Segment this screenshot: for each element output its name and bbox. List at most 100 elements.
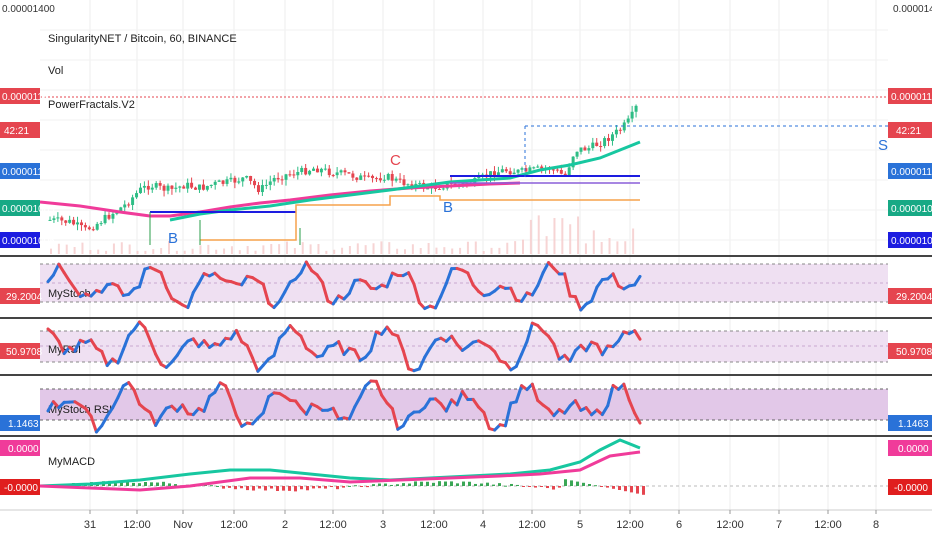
- left-macd-bottom-tag: [0, 479, 40, 495]
- left-stoch-value: 29.2004: [6, 292, 43, 303]
- right-rsi-value: 50.9708: [896, 347, 932, 358]
- left-current-price-tag: [0, 88, 40, 104]
- oscillator-segment: [100, 414, 109, 428]
- oscillator-segment: [503, 401, 513, 428]
- oscillator-segment: [563, 272, 572, 298]
- right-stochrsi-tag: [888, 415, 932, 431]
- candle-body: [154, 183, 158, 188]
- macd-histogram-bar: [600, 486, 603, 487]
- stochrsi-legend[interactable]: MyStoch RSI: [48, 404, 112, 416]
- rsi-legend[interactable]: MyRSI: [48, 344, 81, 356]
- candle-body: [512, 172, 516, 175]
- candle-body: [437, 188, 441, 190]
- candle-body: [563, 173, 567, 176]
- stoch-pane[interactable]: MyStoch: [40, 260, 888, 312]
- candle-body: [170, 185, 174, 189]
- macd-histogram-bar: [276, 486, 279, 492]
- macd-histogram-bar: [234, 486, 237, 490]
- macd-line: [39, 438, 641, 488]
- oscillator-segment: [245, 344, 255, 360]
- candle-body: [135, 193, 139, 198]
- oscillator-segment: [148, 339, 158, 356]
- left-teal-level-tag: [0, 200, 40, 216]
- stochrsi-pane[interactable]: MyStoch RSI: [40, 379, 888, 434]
- oscillator-segment: [320, 344, 330, 358]
- macd-histogram-bar: [618, 486, 621, 490]
- macd-histogram-bar: [156, 482, 159, 486]
- macd-histogram-bar: [408, 483, 411, 486]
- macd-histogram-bar: [474, 483, 477, 486]
- macd-histogram-bar: [606, 486, 609, 488]
- oscillator-segment: [191, 282, 201, 294]
- macd-histogram-bar: [558, 486, 561, 488]
- candle-body: [575, 151, 579, 157]
- candle-body: [504, 169, 508, 172]
- candle-body: [327, 168, 331, 176]
- macd-histogram-bar: [498, 483, 501, 486]
- oscillator-segment: [353, 395, 362, 409]
- oscillator-segment: [380, 393, 389, 405]
- symbol-title[interactable]: SingularityNET / Bitcoin, 60, BINANCE: [48, 33, 237, 45]
- right-current-price: 0.00001187: [891, 92, 932, 103]
- oscillator-segment: [304, 402, 314, 416]
- left-macd-bottom-value: -0.0000: [4, 483, 38, 494]
- macd-histogram-bar: [216, 485, 219, 487]
- macd-histogram-bar: [402, 483, 405, 486]
- left-navy-level: 0.00001006: [2, 236, 55, 247]
- candle-body: [284, 174, 288, 180]
- rsi-pane[interactable]: MyRSI: [40, 320, 888, 373]
- candle-body: [158, 183, 162, 186]
- oscillator-segment: [536, 271, 545, 288]
- oscillator-segment: [159, 271, 168, 290]
- macd-histogram-bar: [552, 486, 555, 490]
- left-countdown-tag: [0, 122, 40, 138]
- candle-body: [343, 170, 347, 173]
- time-tick-label: 8: [873, 519, 879, 531]
- time-tick-label: 2: [282, 519, 288, 531]
- macd-histogram-bar: [204, 484, 207, 486]
- right-countdown-tag: [888, 122, 932, 138]
- macd-histogram-bar: [450, 481, 453, 486]
- left-blue-level-tag: [0, 163, 40, 179]
- macd-histogram-bar: [294, 486, 297, 492]
- left-macd-top-tag: [0, 440, 40, 456]
- macd-legend[interactable]: MyMACD: [48, 456, 95, 468]
- macd-histogram-bar: [594, 485, 597, 487]
- macd-histogram-bar: [312, 486, 315, 489]
- time-axis[interactable]: 31 12:00 Nov 12:00 2 12:00 3 12:00 4 12:00 5 12:00 6…: [84, 510, 879, 531]
- candle-body: [520, 168, 524, 170]
- candle-body: [296, 171, 300, 176]
- time-tick-label: 12:00: [616, 519, 644, 531]
- macd-histogram-bar: [348, 485, 351, 487]
- oscillator-segment: [261, 282, 271, 305]
- candle-body: [264, 184, 268, 186]
- oscillator-segment: [552, 342, 561, 361]
- oscillator-segment: [116, 384, 125, 400]
- candle-body: [83, 225, 87, 228]
- macd-pane[interactable]: MyMACD: [39, 438, 888, 495]
- macd-histogram-bar: [486, 482, 489, 486]
- oscillator-segment: [547, 334, 556, 346]
- macd-histogram-bar: [240, 486, 243, 489]
- left-price-axis[interactable]: 0.00001400 0.00001187 42:21 0.00001116 0…: [0, 4, 55, 495]
- vol-legend[interactable]: Vol: [48, 65, 63, 77]
- macd-histogram-bar: [588, 484, 591, 486]
- pane-separators[interactable]: [0, 255, 932, 511]
- macd-histogram-bar: [516, 484, 519, 486]
- candle-body: [72, 219, 76, 225]
- right-price-axis[interactable]: 0.00001400 0.00001187 42:21 0.00001116 0…: [888, 4, 932, 495]
- price-pane[interactable]: C B B S SingularityNET / Bitcoin, 60, BI…: [39, 33, 888, 254]
- oscillator-segment: [240, 274, 249, 287]
- fractals-legend[interactable]: PowerFractals.V2: [48, 99, 135, 111]
- candle-body: [398, 178, 402, 180]
- candle-body: [131, 197, 135, 205]
- candle-body: [418, 182, 422, 184]
- oscillator-segment: [584, 340, 594, 353]
- candle-body: [331, 175, 335, 177]
- macd-histogram-bar: [462, 481, 465, 486]
- oscillator-segment: [62, 271, 72, 283]
- time-tick-label: 4: [480, 519, 486, 531]
- moving-average-teal: [169, 140, 641, 222]
